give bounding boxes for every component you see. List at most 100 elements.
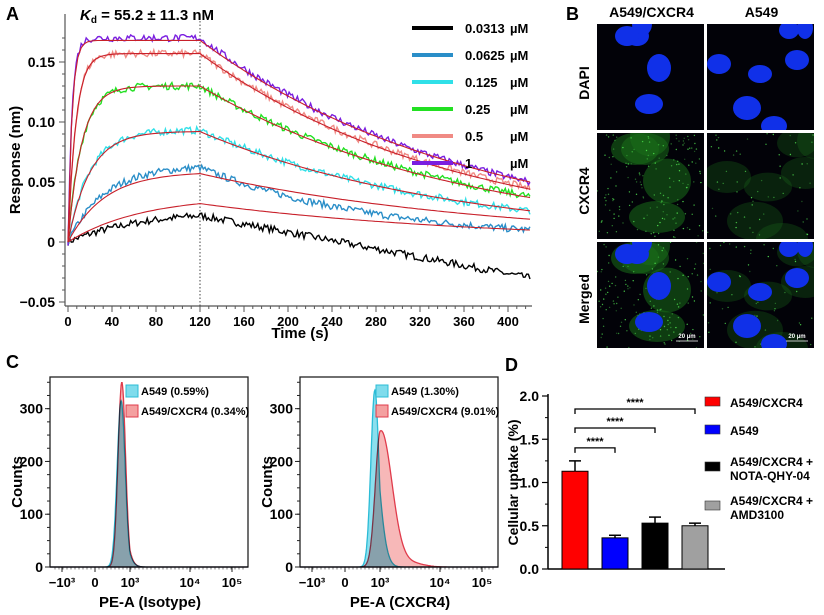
fluorescence-speck: [736, 191, 738, 193]
histogram-a549-cxcr4: [50, 381, 248, 568]
fluorescence-speck: [707, 322, 710, 324]
row-label-merged: Merged: [576, 274, 592, 324]
x-tick-label: 160: [233, 314, 255, 329]
fluorescence-speck: [801, 163, 803, 165]
fluorescence-speck: [653, 232, 655, 234]
fluorescence-speck: [679, 302, 681, 304]
y-tick-label: 0.10: [28, 114, 55, 130]
fluorescence-speck: [754, 314, 756, 317]
fluorescence-speck: [735, 221, 738, 224]
fluorescence-speck: [610, 163, 612, 165]
fluorescence-speck: [687, 276, 689, 278]
panel-label-a: A: [6, 4, 19, 24]
fluorescence-speck: [605, 309, 607, 311]
fluorescence-speck: [615, 171, 618, 173]
fluorescence-speck: [810, 343, 812, 346]
legend-label: A549/CXCR4 (0.34%): [141, 406, 250, 418]
fluorescence-speck: [682, 140, 685, 142]
fluorescence-speck: [667, 323, 669, 326]
fluorescence-speck: [616, 332, 618, 334]
nucleus: [779, 24, 799, 39]
fluorescence-speck: [635, 181, 638, 183]
fluorescence-speck: [617, 332, 620, 335]
data-series-line: [67, 81, 531, 244]
fluorescence-speck: [700, 280, 702, 283]
fluorescence-speck: [630, 137, 632, 139]
x-tick-label: 240: [321, 314, 343, 329]
nucleus: [707, 272, 731, 292]
fluorescence-speck: [661, 249, 663, 252]
fluorescence-speck: [729, 243, 731, 245]
fluorescence-speck: [782, 192, 784, 195]
legend-label: A549 (1.30%): [391, 386, 459, 398]
fluorescence-speck: [670, 165, 673, 167]
fit-curve: [67, 39, 531, 243]
legend-label: A549/CXCR4 +: [730, 494, 813, 508]
fluorescence-speck: [799, 187, 801, 189]
cell-cytoplasm: [643, 158, 691, 204]
fluorescence-speck: [699, 172, 701, 175]
fluorescence-speck: [700, 290, 702, 292]
fluorescence-speck: [646, 158, 648, 160]
cell-cytoplasm: [744, 172, 792, 202]
fluorescence-speck: [633, 271, 635, 273]
column-header-a549-cxcr4: A549/CXCR4: [609, 4, 694, 20]
fluorescence-speck: [710, 146, 713, 148]
fluorescence-speck: [657, 256, 660, 258]
x-tick-label: −10³: [49, 575, 76, 590]
legend-label: AMD3100: [730, 508, 784, 522]
x-tick-label: −10³: [299, 575, 326, 590]
fluorescence-speck: [633, 304, 635, 306]
fluorescence-speck: [763, 213, 765, 215]
fluorescence-speck: [763, 244, 765, 246]
fluorescence-speck: [735, 150, 738, 152]
x-tick-label: 280: [365, 314, 387, 329]
fluorescence-speck: [650, 307, 653, 309]
fluorescence-speck: [719, 244, 722, 247]
fluorescence-speck: [794, 260, 797, 263]
fluorescence-speck: [707, 231, 709, 233]
histogram-a549-cxcr4: [300, 429, 498, 568]
fluorescence-speck: [667, 319, 669, 322]
x-tick-label: 10⁴: [430, 575, 451, 590]
fluorescence-speck: [666, 154, 668, 157]
fluorescence-speck: [622, 222, 624, 224]
nucleus: [707, 54, 731, 74]
legend-concentration: 0.125: [465, 75, 498, 90]
fluorescence-speck: [735, 246, 737, 248]
fluorescence-speck: [647, 165, 650, 167]
y-tick-label: 200: [20, 453, 44, 469]
fluorescence-speck: [682, 335, 684, 337]
fluorescence-speck: [629, 287, 631, 289]
fluorescence-speck: [675, 148, 677, 151]
fluorescence-speck: [806, 233, 808, 235]
fluorescence-speck: [695, 162, 697, 164]
x-axis-label: Time (s): [271, 325, 328, 342]
legend-unit: µM: [510, 156, 528, 171]
legend-label: A549/CXCR4 (9.01%): [391, 406, 500, 418]
fluorescence-speck: [612, 199, 614, 202]
fit-curve: [67, 203, 531, 243]
nucleus: [748, 65, 772, 83]
legend-swatch: [125, 384, 139, 398]
fluorescence-speck: [662, 194, 665, 197]
fluorescence-speck: [675, 222, 677, 224]
fluorescence-speck: [615, 185, 617, 187]
fluorescence-speck: [698, 225, 701, 227]
fluorescence-speck: [625, 283, 627, 286]
fluorescence-speck: [674, 217, 676, 219]
fluorescence-speck: [652, 337, 654, 339]
x-tick-label: 10⁵: [472, 575, 493, 590]
fluorescence-speck: [699, 336, 701, 338]
scale-bar-label: 20 µm: [678, 334, 695, 340]
significance-label: ****: [606, 416, 624, 428]
fluorescence-speck: [613, 213, 615, 215]
fluorescence-speck: [695, 242, 698, 244]
fluorescence-speck: [676, 203, 679, 206]
fluorescence-speck: [634, 332, 636, 335]
y-axis-label: Counts: [259, 456, 276, 508]
fluorescence-speck: [656, 309, 659, 311]
fluorescence-speck: [618, 208, 621, 211]
x-tick-label: 10⁴: [180, 575, 201, 590]
fluorescence-speck: [784, 291, 786, 294]
